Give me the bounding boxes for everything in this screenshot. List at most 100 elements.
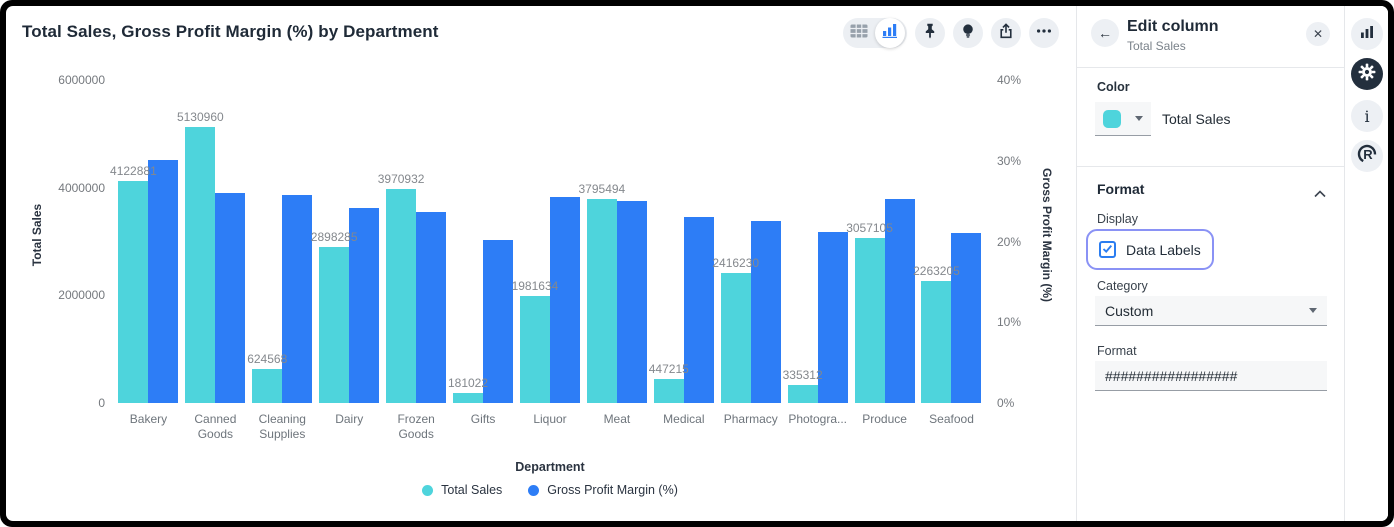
bar-gross-profit-margin[interactable]: [951, 232, 982, 403]
edit-column-panel: ← Edit column Total Sales ✕ Color Total …: [1076, 6, 1344, 521]
legend-dot: [528, 484, 540, 496]
chart-toolbar: [843, 18, 1059, 48]
panel-subtitle: Total Sales: [1127, 39, 1186, 53]
chart-legend: Total Sales Gross Profit Margin (%): [115, 483, 985, 497]
y-tick-right: 10%: [997, 315, 1022, 330]
table-view-button[interactable]: [843, 18, 875, 48]
ellipsis-icon: [1035, 22, 1053, 45]
bar-gross-profit-margin[interactable]: [416, 212, 447, 403]
bar-chart-icon: [882, 23, 898, 43]
legend-dot: [422, 484, 434, 496]
format-input[interactable]: #################: [1095, 361, 1327, 391]
bar-gross-profit-margin[interactable]: [750, 221, 781, 403]
y-tick-right: 40%: [997, 73, 1022, 87]
more-button[interactable]: [1029, 18, 1059, 48]
close-button[interactable]: ✕: [1306, 22, 1330, 46]
checkmark-icon: [1102, 241, 1113, 259]
x-tick-label: Photogra...: [788, 412, 848, 426]
chart-view-button[interactable]: [875, 18, 905, 48]
chart-title: Total Sales, Gross Profit Margin (%) by …: [22, 22, 439, 41]
x-tick-label: Pharmacy: [723, 412, 778, 426]
y-tick-left: 4000000: [58, 180, 105, 195]
color-series-name: Total Sales: [1162, 111, 1231, 127]
bar-total-sales[interactable]: [720, 272, 751, 403]
format-input-value: #################: [1105, 367, 1238, 384]
view-toggle[interactable]: [843, 18, 907, 48]
bar-total-sales[interactable]: [118, 181, 149, 403]
lightbulb-icon: [959, 22, 977, 45]
data-label: 3795494: [578, 181, 626, 196]
y-tick-left: 6000000: [58, 73, 105, 87]
bar-total-sales[interactable]: [185, 126, 216, 403]
x-axis-title: Department: [515, 460, 585, 474]
bar-gross-profit-margin[interactable]: [616, 201, 647, 403]
y-tick-left: 0: [98, 396, 105, 410]
bar-total-sales[interactable]: [453, 393, 483, 403]
bar-gross-profit-margin[interactable]: [282, 195, 313, 403]
bar-total-sales[interactable]: [319, 246, 350, 403]
bar-total-sales[interactable]: [586, 198, 617, 403]
data-labels-option[interactable]: Data Labels: [1086, 229, 1214, 270]
gear-icon: [1357, 62, 1377, 87]
bar-gross-profit-margin[interactable]: [884, 198, 915, 403]
data-label: 3970932: [377, 172, 425, 187]
data-labels-checkbox[interactable]: [1099, 241, 1116, 258]
x-tick-label: Seafood: [929, 412, 974, 426]
back-arrow-icon: ←: [1098, 25, 1112, 41]
lightbulb-button[interactable]: [953, 18, 983, 48]
x-tick-label: Cleaning Supplies: [258, 412, 306, 441]
table-icon: [850, 24, 868, 43]
settings-button[interactable]: [1351, 58, 1383, 90]
format-section-header: Format: [1097, 181, 1145, 197]
bar-total-sales[interactable]: [653, 378, 684, 403]
x-tick-label: Frozen Goods: [397, 412, 435, 441]
category-label: Category: [1097, 279, 1148, 293]
format-field-label: Format: [1097, 344, 1137, 358]
y-tick-right: 20%: [997, 234, 1022, 249]
y-tick-left: 2000000: [58, 288, 105, 303]
data-labels-label: Data Labels: [1126, 241, 1201, 258]
bar-total-sales[interactable]: [854, 238, 885, 403]
legend-item[interactable]: Total Sales: [422, 483, 502, 497]
bar-gross-profit-margin[interactable]: [483, 239, 513, 403]
back-button[interactable]: ←: [1091, 19, 1119, 47]
pin-button[interactable]: [915, 18, 945, 48]
bar-gross-profit-margin[interactable]: [683, 217, 714, 403]
svg-text:R: R: [1363, 147, 1373, 162]
x-tick-label: Bakery: [129, 412, 168, 426]
r-language-button[interactable]: R: [1351, 140, 1383, 172]
data-label: 335312: [782, 367, 823, 382]
chevron-up-icon: [1314, 185, 1326, 202]
bar-total-sales[interactable]: [921, 281, 952, 403]
share-button[interactable]: [991, 18, 1021, 48]
bar-gross-profit-margin[interactable]: [215, 193, 246, 403]
legend-item[interactable]: Gross Profit Margin (%): [528, 483, 678, 497]
data-label: 624568: [247, 352, 288, 367]
y-tick-right: 30%: [997, 153, 1022, 168]
category-select[interactable]: Custom: [1095, 296, 1327, 326]
bar-gross-profit-margin[interactable]: [148, 159, 179, 403]
bar-total-sales[interactable]: [787, 384, 818, 403]
bar-gross-profit-margin[interactable]: [349, 207, 380, 403]
bar-total-sales[interactable]: [386, 189, 417, 403]
info-button[interactable]: i: [1351, 100, 1383, 132]
category-select-value: Custom: [1105, 302, 1154, 319]
data-label: 3057105: [846, 221, 893, 236]
legend-label: Total Sales: [441, 483, 503, 497]
bar-total-sales[interactable]: [252, 369, 283, 403]
color-swatch-dropdown[interactable]: [1095, 102, 1151, 136]
collapse-section-button[interactable]: [1314, 185, 1326, 203]
x-tick-label: Liquor: [533, 412, 567, 426]
bar-gross-profit-margin[interactable]: [549, 197, 580, 403]
color-swatch: [1103, 109, 1121, 128]
pin-icon: [921, 22, 939, 45]
data-label: 1981634: [511, 279, 559, 294]
data-label: 2898285: [310, 229, 358, 244]
data-label: 2263205: [913, 264, 960, 279]
bar-total-sales[interactable]: [519, 296, 550, 403]
element-properties-button[interactable]: [1351, 18, 1383, 50]
share-icon: [997, 22, 1015, 45]
bar-gross-profit-margin[interactable]: [817, 231, 848, 403]
display-label: Display: [1097, 212, 1138, 226]
